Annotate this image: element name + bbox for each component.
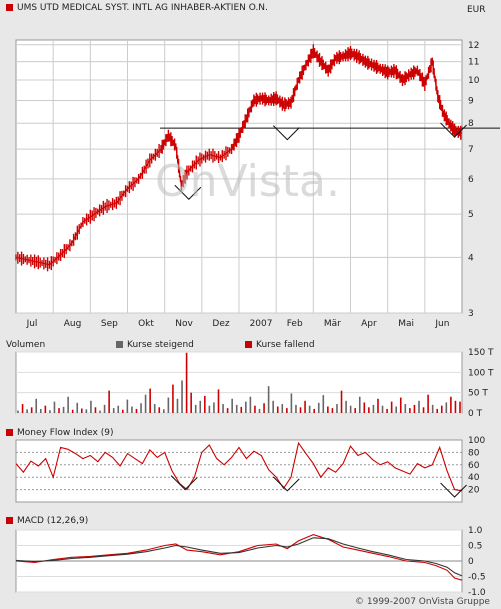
macd-ytick-2: 0 bbox=[468, 557, 474, 567]
volume-title: Volumen bbox=[6, 340, 46, 350]
macd-title-text: MACD (12,26,9) bbox=[17, 516, 89, 526]
legend-falling-swatch bbox=[245, 341, 252, 348]
legend-falling: Kurse fallend bbox=[245, 340, 315, 350]
legend-rising: Kurse steigend bbox=[116, 340, 194, 350]
price-ytick-2: 5 bbox=[468, 210, 474, 220]
price-ytick-1: 4 bbox=[468, 253, 474, 263]
price-xtick-3: Okt bbox=[138, 319, 154, 329]
volume-ytick-3: 150 T bbox=[468, 348, 494, 358]
mfi-ytick-2: 40 bbox=[468, 473, 480, 483]
price-xtick-6: 2007 bbox=[250, 319, 273, 329]
macd-ytick-0: -1.0 bbox=[468, 588, 486, 598]
price-xtick-7: Feb bbox=[287, 319, 303, 329]
legend-falling-label: Kurse fallend bbox=[256, 340, 315, 350]
watermark-logo: OnVista. bbox=[155, 156, 340, 207]
mfi-check-mark-0 bbox=[170, 475, 198, 491]
macd-series-line-0 bbox=[15, 534, 463, 581]
price-ytick-8: 11 bbox=[468, 58, 479, 68]
price-xtick-11: Jun bbox=[434, 319, 449, 329]
price-ytick-3: 6 bbox=[468, 175, 474, 185]
price-xtick-2: Sep bbox=[101, 319, 118, 329]
volume-ytick-0: 0 T bbox=[468, 409, 483, 419]
volume-ytick-2: 100 T bbox=[468, 368, 494, 378]
mfi-panel: 20 40 60 80 100 bbox=[15, 436, 485, 503]
price-series-line bbox=[15, 50, 463, 266]
price-xtick-1: Aug bbox=[64, 319, 82, 329]
price-xtick-0: Jul bbox=[26, 319, 38, 329]
volume-plot-frame bbox=[15, 351, 463, 414]
macd-title: MACD (12,26,9) bbox=[6, 516, 88, 526]
macd-panel: -1.0 -0.5 0 0.5 1.0 bbox=[15, 526, 486, 598]
title-marker-icon bbox=[6, 4, 13, 11]
legend-rising-label: Kurse steigend bbox=[127, 340, 194, 350]
mfi-check-mark-1 bbox=[272, 476, 300, 492]
mfi-marker-icon bbox=[6, 429, 13, 436]
volume-ytick-1: 50 T bbox=[468, 389, 488, 399]
mfi-ytick-5: 100 bbox=[468, 436, 485, 446]
macd-ytick-3: 0.5 bbox=[468, 542, 482, 552]
price-ytick-4: 7 bbox=[468, 145, 474, 155]
price-check-mark-1 bbox=[272, 125, 300, 141]
price-xtick-4: Nov bbox=[175, 319, 193, 329]
copyright-footer: © 1999-2007 OnVista Gruppe bbox=[355, 597, 490, 607]
price-xtick-5: Dez bbox=[212, 319, 229, 329]
mfi-title: Money Flow Index (9) bbox=[6, 428, 114, 438]
price-ytick-9: 12 bbox=[468, 41, 479, 51]
currency-label: EUR bbox=[467, 5, 486, 15]
macd-series-line-1 bbox=[15, 537, 463, 577]
macd-marker-icon bbox=[6, 517, 13, 524]
mfi-title-text: Money Flow Index (9) bbox=[17, 428, 114, 438]
price-ytick-6: 9 bbox=[468, 96, 474, 106]
mfi-check-mark-2 bbox=[440, 482, 467, 498]
price-panel: 3 4 5 6 7 8 9 10 11 12 Jul Aug Sep Okt Nov Dez 2007 Feb Mä… bbox=[15, 39, 500, 329]
price-ytick-7: 10 bbox=[468, 76, 480, 86]
legend-rising-swatch bbox=[116, 341, 123, 348]
chart-title-text: UMS UTD MEDICAL SYST. INTL AG INHABER-AK… bbox=[17, 3, 268, 13]
mfi-ytick-3: 60 bbox=[468, 461, 480, 471]
price-xtick-8: Mär bbox=[324, 319, 341, 329]
volume-panel: 0 T 50 T 100 T 150 T bbox=[15, 348, 494, 419]
mfi-ytick-1: 20 bbox=[468, 486, 480, 496]
price-check-mark-2 bbox=[440, 122, 467, 138]
price-xtick-10: Mai bbox=[398, 319, 414, 329]
mfi-plot-frame bbox=[15, 439, 463, 503]
price-ytick-5: 8 bbox=[468, 119, 474, 129]
chart-title: UMS UTD MEDICAL SYST. INTL AG INHABER-AK… bbox=[6, 3, 268, 13]
price-check-mark-0 bbox=[174, 184, 202, 200]
price-xtick-9: Apr bbox=[361, 319, 377, 329]
price-ytick-0: 3 bbox=[468, 309, 474, 319]
mfi-series-line bbox=[15, 441, 463, 492]
macd-ytick-4: 1.0 bbox=[468, 526, 483, 536]
mfi-ytick-4: 80 bbox=[468, 448, 480, 458]
macd-ytick-1: -0.5 bbox=[468, 573, 486, 583]
